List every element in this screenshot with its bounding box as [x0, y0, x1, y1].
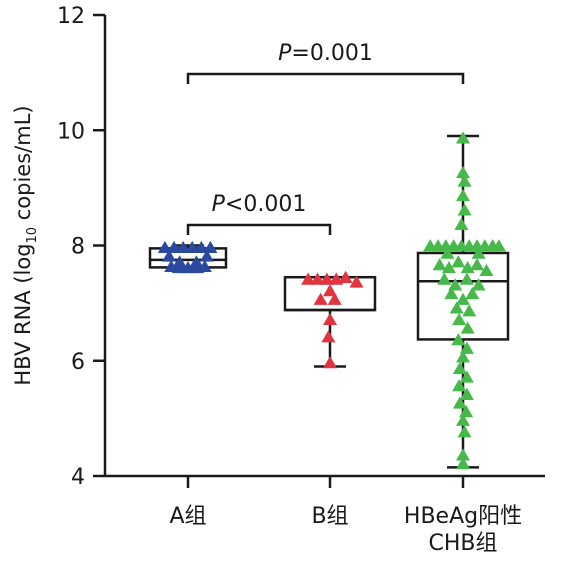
- data-point: [456, 448, 470, 461]
- data-point: [189, 255, 204, 268]
- significance-bracket: P=0.001: [186, 41, 465, 84]
- data-point: [301, 272, 316, 285]
- p-value: <0.001: [225, 192, 306, 217]
- p-value-label: P<0.001: [212, 192, 307, 217]
- x-category-label: B组: [311, 504, 348, 529]
- data-point: [194, 240, 209, 254]
- y-tick-label: 8: [71, 235, 85, 260]
- data-point: [321, 330, 336, 343]
- data-point: [491, 239, 506, 252]
- data-point: [465, 286, 480, 300]
- data-point: [456, 188, 470, 202]
- data-point: [470, 258, 485, 271]
- data-point: [441, 260, 456, 274]
- data-point: [456, 292, 470, 305]
- data-point: [432, 258, 447, 271]
- data-point: [460, 321, 475, 334]
- data-point: [319, 272, 334, 285]
- data-point: [457, 174, 472, 187]
- x-category-label: HBeAg阳性: [404, 504, 522, 529]
- data-point: [459, 387, 474, 400]
- data-point: [338, 270, 353, 283]
- data-point: [459, 370, 474, 383]
- data-point: [462, 304, 477, 317]
- data-point: [176, 240, 191, 254]
- data-point: [451, 333, 466, 346]
- data-point: [167, 240, 181, 254]
- y-axis-title-main: HBV RNA (log: [11, 243, 35, 385]
- data-point: [448, 278, 463, 291]
- data-point: [437, 272, 452, 285]
- data-point: [452, 312, 467, 326]
- data-point: [172, 255, 187, 268]
- data-point: [479, 263, 494, 277]
- y-axis-title: HBV RNA (log10 copies/mL): [11, 105, 40, 385]
- data-point: [197, 259, 212, 273]
- data-point: [199, 249, 214, 262]
- y-tick-label: 10: [57, 119, 85, 144]
- data-point: [452, 361, 467, 375]
- data-point: [203, 240, 218, 254]
- data-point: [459, 405, 474, 418]
- p-symbol: P: [278, 41, 292, 66]
- data-point: [164, 259, 179, 273]
- data-point: [452, 379, 467, 392]
- data-point: [471, 278, 486, 291]
- data-point: [459, 341, 474, 354]
- data-point: [162, 249, 177, 262]
- y-tick-label: 6: [71, 350, 85, 375]
- data-point: [349, 275, 364, 288]
- data-point: [310, 272, 325, 285]
- y-axis-title-tail: copies/mL): [11, 105, 35, 227]
- data-point: [449, 301, 464, 314]
- p-value-label: P=0.001: [278, 41, 373, 66]
- data-point: [452, 396, 467, 409]
- data-point: [456, 350, 470, 363]
- bracket-line: [186, 223, 332, 235]
- data-point: [327, 292, 342, 305]
- x-category-label: CHB组: [429, 531, 498, 556]
- data-point: [323, 284, 337, 297]
- data-point: [323, 312, 337, 326]
- bracket-line: [186, 72, 465, 84]
- data-point: [454, 217, 469, 230]
- data-point: [157, 240, 172, 254]
- data-point: [456, 456, 470, 470]
- data-point: [185, 240, 200, 254]
- p-value: =0.001: [291, 41, 372, 66]
- data-point: [313, 292, 328, 305]
- y-axis-title-subscript: 10: [25, 227, 40, 244]
- data-point: [451, 255, 466, 268]
- data-point: [459, 272, 474, 285]
- data-point: [471, 246, 486, 259]
- data-point: [323, 356, 337, 369]
- data-point: [456, 165, 470, 179]
- y-tick-label: 12: [57, 4, 85, 29]
- data-point: [457, 425, 472, 438]
- significance-bracket: P<0.001: [186, 192, 332, 235]
- data-point: [457, 203, 472, 216]
- iqr-box: [416, 251, 510, 341]
- data-point: [456, 413, 470, 426]
- data-point: [456, 131, 470, 144]
- y-tick-label: 4: [71, 465, 85, 490]
- data-point: [444, 286, 459, 300]
- data-point: [440, 246, 455, 259]
- p-symbol: P: [212, 192, 226, 217]
- x-category-label: A组: [169, 504, 206, 529]
